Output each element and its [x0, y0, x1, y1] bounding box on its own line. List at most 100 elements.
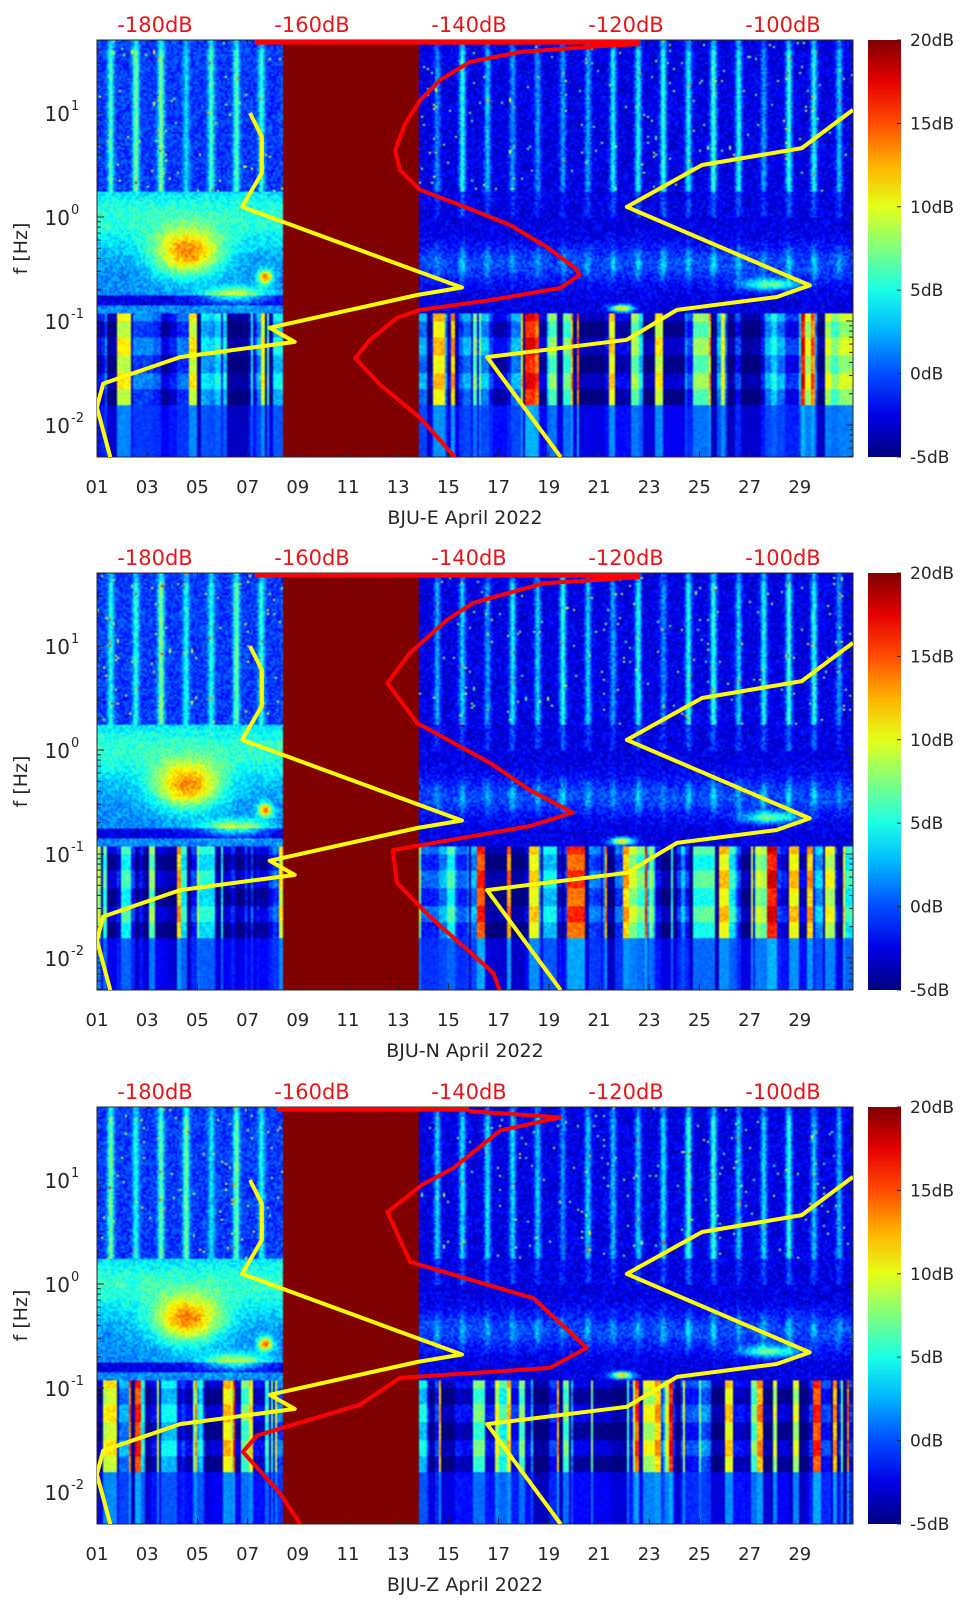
db-axis-label: -140dB — [431, 13, 506, 37]
y-tick-base: 10 — [45, 843, 70, 867]
colorbar — [868, 40, 901, 457]
x-tick-label: 03 — [136, 1544, 159, 1565]
nlnm-curve — [97, 1179, 464, 1524]
x-tick-label: 19 — [537, 1010, 560, 1031]
y-tick-label: 10 — [45, 414, 70, 438]
x-tick-label: 17 — [487, 1544, 510, 1565]
y-tick-exponent: 0 — [71, 203, 79, 218]
y-tick-base: 10 — [45, 1481, 70, 1505]
colorbar-label: -5dB — [910, 981, 949, 1001]
db-axis-label: -160dB — [274, 13, 349, 37]
colorbar-label: 15dB — [910, 114, 954, 134]
db-axis-label: -140dB — [431, 546, 506, 570]
x-tick-label: 11 — [337, 477, 360, 498]
y-tick-label: 10 — [45, 1169, 70, 1193]
x-tick-label: 05 — [186, 477, 209, 498]
y-tick-base: 10 — [45, 635, 70, 659]
db-axis-label: -120dB — [588, 13, 663, 37]
x-tick-label: 19 — [537, 477, 560, 498]
y-axis-label: f [Hz] — [10, 756, 32, 808]
nhnm-curve — [485, 1175, 853, 1524]
colorbar-label: 20dB — [910, 564, 954, 584]
x-tick-label: 09 — [286, 1010, 309, 1031]
db-axis-label: -180dB — [117, 546, 192, 570]
colorbar-label: 5dB — [910, 814, 943, 834]
plot-frame — [96, 1106, 854, 1525]
y-tick-label: 10 — [45, 102, 70, 126]
y-tick-label: 10 — [45, 947, 70, 971]
x-tick-label: 11 — [337, 1544, 360, 1565]
x-tick-label: 01 — [86, 1544, 109, 1565]
y-tick-base: 10 — [45, 414, 70, 438]
y-axis-label: f [Hz] — [10, 1290, 32, 1342]
x-tick-label: 07 — [236, 1010, 259, 1031]
x-tick-label: 17 — [487, 477, 510, 498]
x-tick-label: 21 — [588, 1010, 611, 1031]
x-axis-label: BJU-Z April 2022 — [387, 1574, 543, 1596]
x-tick-label: 13 — [387, 1544, 410, 1565]
db-axis-label: -100dB — [745, 1080, 820, 1104]
colorbar-label: -5dB — [910, 448, 949, 468]
x-tick-label: 21 — [588, 1544, 611, 1565]
db-axis-label: -180dB — [117, 1080, 192, 1104]
y-tick-exponent: 1 — [71, 1166, 79, 1181]
x-tick-label: 19 — [537, 1544, 560, 1565]
x-tick-label: 13 — [387, 1010, 410, 1031]
x-tick-label: 27 — [738, 1544, 761, 1565]
x-tick-label: 29 — [788, 1544, 811, 1565]
colorbar-label: 10dB — [910, 198, 954, 218]
y-tick-label: 10 — [45, 843, 70, 867]
x-tick-label: 15 — [437, 1544, 460, 1565]
nhnm-curve — [485, 641, 853, 990]
x-tick-label: 15 — [437, 477, 460, 498]
y-tick-base: 10 — [45, 1169, 70, 1193]
db-axis-label: -100dB — [745, 13, 820, 37]
colorbar-label: 10dB — [910, 1265, 954, 1285]
colorbar-label: 15dB — [910, 647, 954, 667]
x-tick-label: 25 — [688, 477, 711, 498]
x-tick-label: 27 — [738, 1010, 761, 1031]
y-tick-exponent: 0 — [71, 1270, 79, 1285]
y-tick-exponent: 1 — [71, 99, 79, 114]
y-tick-base: 10 — [45, 206, 70, 230]
y-tick-exponent: 0 — [71, 736, 79, 751]
psd-curve — [240, 1109, 589, 1524]
y-tick-label: 10 — [45, 635, 70, 659]
x-axis-label: BJU-N April 2022 — [386, 1040, 543, 1062]
db-axis-label: -160dB — [274, 546, 349, 570]
psd-curve — [385, 575, 641, 990]
x-tick-label: 05 — [186, 1010, 209, 1031]
x-tick-label: 11 — [337, 1010, 360, 1031]
colorbar-label: 0dB — [910, 1432, 943, 1452]
y-tick-exponent: -2 — [71, 944, 84, 959]
x-tick-label: 29 — [788, 477, 811, 498]
y-tick-label: 10 — [45, 739, 70, 763]
y-tick-label: 10 — [45, 1377, 70, 1401]
x-tick-label: 01 — [86, 1010, 109, 1031]
x-tick-label: 25 — [688, 1544, 711, 1565]
y-tick-exponent: -1 — [71, 307, 84, 322]
x-tick-label: 07 — [236, 477, 259, 498]
x-tick-label: 23 — [638, 1544, 661, 1565]
y-tick-exponent: 1 — [71, 632, 79, 647]
plot-frame — [96, 572, 854, 991]
x-tick-label: 07 — [236, 1544, 259, 1565]
y-tick-exponent: -1 — [71, 1374, 84, 1389]
nlnm-curve — [97, 645, 464, 990]
spectrogram-panel-z: 01 03 05 07 09 11 13 15 17 19 21 23 25 27 29 10 1 10 0 10 -1… — [0, 1067, 962, 1600]
nhnm-curve — [485, 108, 853, 457]
x-tick-label: 29 — [788, 1010, 811, 1031]
y-tick-base: 10 — [45, 739, 70, 763]
psd-curve — [353, 42, 641, 457]
y-tick-exponent: -1 — [71, 840, 84, 855]
colorbar-label: -5dB — [910, 1515, 949, 1535]
colorbar-label: 15dB — [910, 1181, 954, 1201]
x-tick-label: 15 — [437, 1010, 460, 1031]
x-tick-label: 21 — [588, 477, 611, 498]
x-tick-label: 25 — [688, 1010, 711, 1031]
y-tick-label: 10 — [45, 206, 70, 230]
plot-frame — [96, 39, 854, 458]
y-tick-base: 10 — [45, 947, 70, 971]
x-tick-label: 23 — [638, 1010, 661, 1031]
